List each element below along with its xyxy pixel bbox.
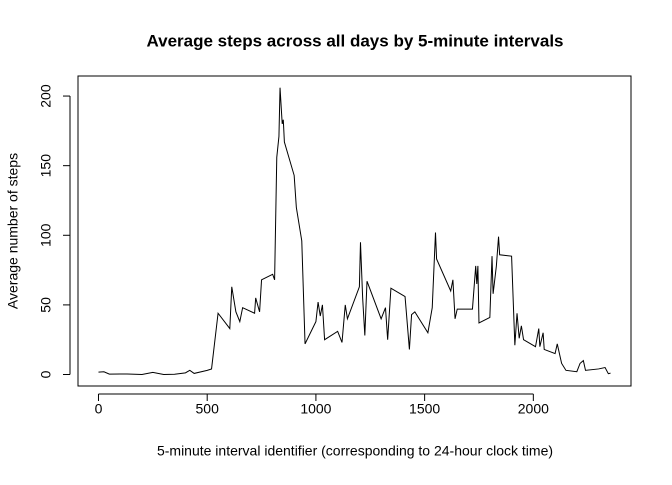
chart-title: Average steps across all days by 5-minut… [146, 31, 563, 50]
y-tick-label: 50 [38, 297, 54, 313]
x-axis-label: 5-minute interval identifier (correspond… [157, 443, 553, 459]
x-tick-label: 500 [196, 401, 220, 417]
plot-box [77, 75, 632, 387]
y-tick-label: 200 [38, 84, 54, 108]
data-line [98, 87, 611, 376]
x-tick-label: 2000 [518, 401, 549, 417]
x-tick-label: 0 [95, 401, 103, 417]
y-tick-label: 100 [38, 223, 54, 247]
x-tick-label: 1000 [300, 401, 331, 417]
y-tick-label: 0 [38, 370, 54, 378]
y-tick-label: 150 [38, 154, 54, 178]
y-axis-label: Average number of steps [5, 153, 21, 309]
x-tick-label: 1500 [409, 401, 440, 417]
